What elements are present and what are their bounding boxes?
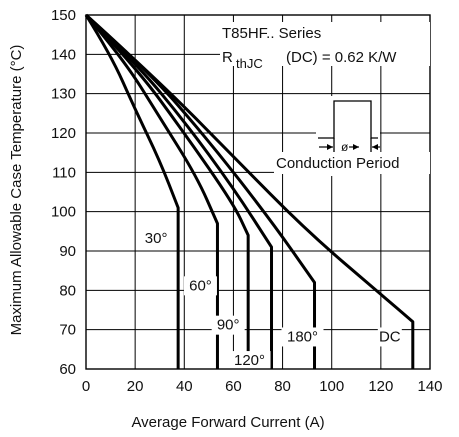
x-tick-label: 20 <box>127 378 144 395</box>
curve-label-background <box>139 229 173 249</box>
series-title: T85HF.. Series <box>222 25 321 42</box>
y-tick-label: 140 <box>51 46 76 63</box>
tick-labels: 0 20 40 60 80 100 120 140 60 70 80 90 100 110 120 130 14… <box>51 7 443 395</box>
curve-label: 30° <box>145 230 168 247</box>
y-axis-label: Maximum Allowable Case Temperature (°C) <box>8 45 25 336</box>
x-tick-label: 60 <box>225 378 242 395</box>
rth-value: (DC) = 0.62 K/W <box>286 49 397 66</box>
curve-label-background <box>228 351 271 371</box>
conduction-period-label: Conduction Period <box>276 155 399 172</box>
curve-label-background <box>211 315 245 335</box>
series-line <box>84 14 219 369</box>
x-tick-label: 120 <box>368 378 393 395</box>
curve-label-background <box>377 327 402 347</box>
series-line <box>84 13 250 369</box>
curve-label: 90° <box>217 317 240 334</box>
conduction-period-icon <box>318 100 380 152</box>
phi-symbol: ø <box>341 140 349 154</box>
x-tick-label: 140 <box>417 378 442 395</box>
series-line <box>84 13 274 369</box>
rth-subscript: thJC <box>236 56 263 71</box>
y-tick-label: 70 <box>59 322 76 339</box>
series-line <box>84 14 180 369</box>
y-tick-label: 80 <box>59 282 76 299</box>
x-tick-label: 0 <box>82 378 90 395</box>
y-tick-label: 120 <box>51 125 76 142</box>
x-tick-label: 40 <box>176 378 193 395</box>
x-tick-label: 80 <box>274 378 291 395</box>
curve-labels: 30° 60° 90° 120° 180° DC <box>139 229 402 371</box>
y-tick-label: 100 <box>51 204 76 221</box>
x-axis-label: Average Forward Current (A) <box>131 414 324 431</box>
curve-label: DC <box>379 328 401 345</box>
curve-label-background <box>183 276 217 296</box>
x-tick-label: 100 <box>319 378 344 395</box>
y-tick-label: 60 <box>59 361 76 378</box>
curve-label: 180° <box>287 328 318 345</box>
annotation-background <box>220 22 430 66</box>
conduction-label-background <box>274 152 430 174</box>
curves <box>84 13 415 369</box>
rth-prefix: R <box>222 49 233 66</box>
plot-frame <box>85 14 431 370</box>
y-tick-label: 150 <box>51 7 76 24</box>
curve-label: 60° <box>189 277 212 294</box>
y-tick-label: 110 <box>52 164 76 181</box>
y-tick-label: 90 <box>59 243 76 260</box>
curve-label: 120° <box>234 352 265 369</box>
series-line <box>84 13 415 369</box>
y-tick-label: 130 <box>51 86 76 103</box>
curve-label-background <box>281 327 324 347</box>
